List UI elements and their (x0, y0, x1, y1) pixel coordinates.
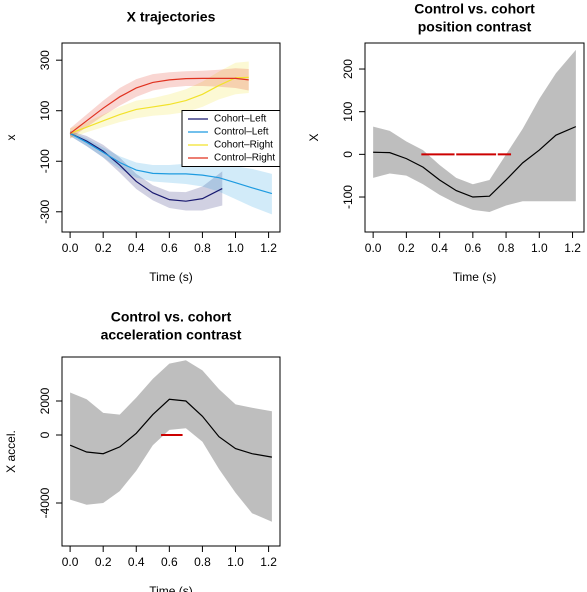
y-axis-label: X accel. (4, 430, 18, 473)
y-tick-label: -100 (38, 149, 52, 173)
legend-label: Cohort–Left (214, 114, 266, 125)
legend-box (181, 110, 280, 167)
x-tick-label: 0.8 (194, 241, 211, 255)
series-line (69, 76, 249, 135)
legend-label: Control–Right (214, 153, 275, 164)
x-axis-label: Time (s) (149, 584, 193, 592)
y-tick-label: 200 (341, 59, 355, 79)
confidence-band (70, 360, 272, 522)
panel: Control vs. cohort position contrast 0.0 0.… (307, 1, 585, 284)
panel: Control vs. cohort acceleration contrast 0… (4, 309, 281, 592)
plot-area: Cohort–Left Control–Left Cohort–Right Contr… (69, 61, 280, 215)
x-tick-label: 1.0 (227, 241, 244, 255)
y-tick-label: 0 (341, 151, 355, 158)
chart-title: acceleration contrast (101, 327, 242, 343)
plot-area (69, 360, 272, 522)
series-line (69, 132, 223, 202)
x-tick-label: 1.2 (260, 241, 277, 255)
y-axis-label: X (307, 133, 321, 141)
panel: X trajectoriesCohort–LeftControl–LeftCoh… (4, 9, 281, 284)
x-tick-label: 0.6 (161, 555, 178, 569)
x-tick-label: 0.6 (161, 241, 178, 255)
x-tick-label: 1.0 (531, 241, 548, 255)
x-tick-label: 0.8 (498, 241, 515, 255)
x-tick-label: 0.8 (194, 555, 211, 569)
x-axis-label: Time (s) (149, 270, 193, 284)
chart-title: X trajectories (127, 9, 216, 25)
y-tick-label: 100 (38, 100, 52, 120)
plot-area (373, 49, 577, 212)
legend-label: Control–Left (214, 127, 269, 138)
x-axis-label: Time (s) (453, 270, 497, 284)
y-tick-label: -4000 (38, 487, 52, 518)
chart-title: position contrast (418, 19, 532, 35)
chart-title: Control vs. cohort (414, 1, 535, 17)
series-line (69, 77, 249, 134)
confidence-band (70, 130, 272, 215)
x-tick-label: 0.0 (365, 241, 382, 255)
x-tick-label: 0.4 (431, 241, 448, 255)
confidence-band (373, 49, 576, 212)
x-tick-label: 0.0 (62, 555, 79, 569)
x-tick-label: 0.2 (398, 241, 415, 255)
x-tick-label: 1.2 (260, 555, 277, 569)
series-line (69, 132, 273, 195)
series-line (373, 126, 577, 198)
x-tick-label: 0.4 (128, 555, 145, 569)
x-tick-label: 0.4 (128, 241, 145, 255)
confidence-band (70, 68, 249, 139)
legend: Cohort–Left Control–Left Cohort–Right Contr… (181, 110, 280, 167)
y-tick-label: 300 (38, 50, 52, 70)
x-tick-label: 0.0 (62, 241, 79, 255)
y-tick-label: -300 (38, 199, 52, 223)
chart-title: Control vs. cohort (111, 309, 232, 325)
x-tick-label: 0.6 (464, 241, 481, 255)
confidence-band (70, 130, 223, 211)
x-tick-label: 1.2 (564, 241, 581, 255)
y-tick-label: 2000 (38, 387, 52, 414)
series-line (69, 398, 272, 458)
y-tick-label: 100 (341, 101, 355, 121)
y-tick-label: 0 (38, 431, 52, 438)
confidence-band (70, 61, 249, 139)
legend-label: Cohort–Right (214, 140, 273, 151)
y-axis-label: x (4, 135, 18, 141)
x-tick-label: 0.2 (95, 555, 112, 569)
x-tick-label: 0.2 (95, 241, 112, 255)
y-tick-label: -100 (341, 185, 355, 209)
x-tick-label: 1.0 (227, 555, 244, 569)
